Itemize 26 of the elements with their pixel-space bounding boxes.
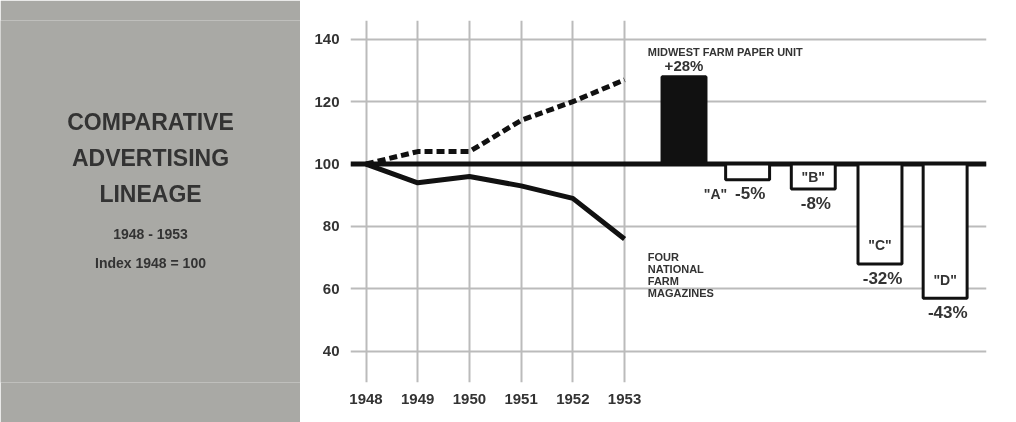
text: MIDWEST FARM PAPER UNIT	[647, 45, 804, 58]
data-label: -5%	[735, 184, 766, 204]
data-label: -43%	[927, 302, 968, 322]
data-label: +28%	[664, 56, 704, 74]
x-tick-label: 1951	[504, 389, 538, 407]
annotation: "B"	[801, 168, 825, 185]
text: FOUR NATIONAL FARM MAGAZINES	[647, 251, 714, 300]
y-tick-label: 100	[314, 155, 340, 173]
x-tick-label: 1948	[349, 389, 383, 407]
annotation: "A"	[703, 185, 728, 202]
x-tick-label: 1952	[556, 389, 590, 407]
y-tick-label: 60	[322, 279, 340, 297]
x-tick-label: 1953	[607, 389, 642, 407]
text: COMPARATIVE ADVERTISING LINEAGE	[67, 108, 234, 208]
x-tick-label: 1950	[452, 389, 487, 407]
annotation: "C"	[868, 237, 892, 254]
data-label: -32%	[862, 268, 903, 288]
annotation: "D"	[933, 271, 957, 288]
y-tick-label: 80	[322, 217, 340, 235]
text: Index 1948 = 100	[95, 255, 207, 272]
x-tick-label: 1949	[401, 389, 435, 407]
y-tick-label: 140	[314, 30, 340, 48]
data-label: -8%	[800, 193, 831, 213]
y-tick-label: 120	[314, 92, 340, 110]
y-tick-label: 40	[322, 342, 340, 360]
text: 1948 - 1953	[113, 226, 189, 243]
